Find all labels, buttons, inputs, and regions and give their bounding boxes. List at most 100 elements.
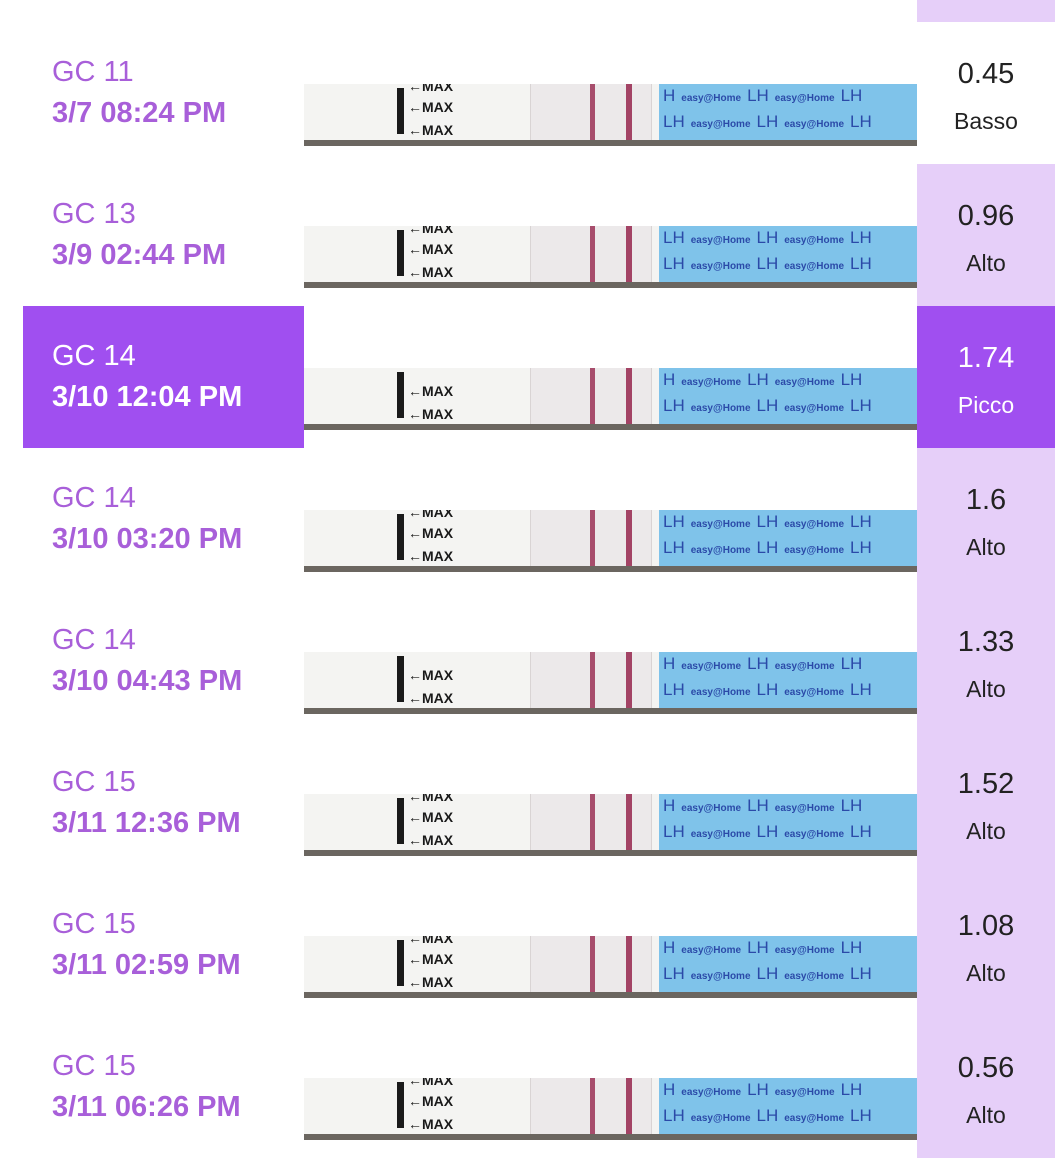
lh-ratio-value: 1.52 — [957, 768, 1015, 800]
strip-lh-mark: LH — [850, 538, 872, 557]
test-row-date-cell[interactable]: GC 14 3/10 03:20 PM — [23, 448, 304, 590]
strip-brand-logo: easy@Home — [690, 261, 751, 272]
strip-max-mark: ←MAX — [408, 809, 454, 825]
strip-lh-mark: LH — [747, 796, 769, 815]
lh-level-label: Picco — [957, 392, 1015, 418]
strip-lh-mark: LH — [850, 512, 872, 531]
strip-handle-mark — [397, 88, 404, 134]
test-row-date-cell[interactable]: GC 15 3/11 06:26 PM — [23, 1016, 304, 1158]
strip-brand-logo: easy@Home — [784, 829, 845, 840]
test-result-cell[interactable]: 1.52 Alto — [917, 732, 1055, 874]
strip-brand-logo: easy@Home — [784, 687, 845, 698]
strip-lh-mark: LH — [840, 796, 863, 815]
strip-lh-mark: LH — [840, 1080, 863, 1099]
strip-lh-mark: LH — [747, 938, 769, 957]
strip-lh-mark: LH — [850, 254, 872, 273]
test-result-cell[interactable]: 1.74 Picco — [917, 306, 1055, 448]
test-strip-photo[interactable]: ←MAX ←MAX ←MAX LH easy@Home LH easy@Home LH … — [304, 510, 917, 572]
strip-brand-logo: easy@Home — [784, 261, 845, 272]
strip-max-mark: ←MAX — [408, 667, 454, 683]
strip-brand-row: LH easy@Home LH easy@Home LH — [663, 822, 872, 842]
strip-control-line — [626, 794, 632, 850]
lh-ratio-value: 1.33 — [957, 626, 1015, 658]
strip-brand-logo: easy@Home — [774, 377, 835, 388]
lh-level-label: Alto — [966, 534, 1006, 560]
test-result-cell[interactable]: 1.08 Alto — [917, 874, 1055, 1016]
strip-lh-mark: LH — [756, 964, 779, 983]
test-result-cell[interactable]: 0.56 Alto — [917, 1016, 1055, 1158]
strip-test-line — [590, 368, 595, 424]
strip-control-line — [626, 226, 632, 282]
strip-max-mark: ←MAX — [408, 832, 454, 848]
strip-max-mark: ←MAX — [408, 84, 454, 94]
strip-test-line — [590, 936, 595, 992]
test-datetime-label: 3/10 03:20 PM — [52, 523, 243, 555]
strip-lh-mark: H — [663, 86, 676, 105]
test-result-cell[interactable]: 0.96 Alto — [917, 164, 1055, 306]
strip-max-mark: ←MAX — [408, 794, 454, 804]
strip-test-line — [590, 84, 595, 140]
test-result-cell[interactable]: 0.45 Basso — [917, 22, 1055, 164]
test-row[interactable]: GC 14 3/10 03:20 PM ←MAX ←MAX ←MAX LH eas… — [0, 448, 1055, 590]
strip-brand-logo: easy@Home — [784, 119, 845, 130]
strip-brand-logo: easy@Home — [690, 1113, 751, 1124]
test-datetime-label: 3/11 06:26 PM — [52, 1091, 241, 1123]
lh-level-label: Alto — [966, 960, 1006, 986]
cycle-day-label: GC 14 — [52, 340, 136, 372]
strip-brand-row: LH easy@Home LH easy@Home LH — [663, 396, 872, 416]
lh-ratio-value: 0.45 — [957, 58, 1015, 90]
strip-test-line — [590, 652, 595, 708]
strip-brand-logo: easy@Home — [681, 945, 742, 956]
strip-handle-mark — [397, 230, 404, 276]
strip-brand-logo: easy@Home — [681, 661, 742, 672]
strip-handle-mark — [397, 372, 404, 418]
strip-lh-mark: LH — [756, 254, 779, 273]
test-result-cell[interactable]: 1.33 Alto — [917, 590, 1055, 732]
strip-brand-logo: easy@Home — [774, 803, 835, 814]
strip-max-mark: ←MAX — [408, 406, 454, 422]
test-row-date-cell[interactable]: GC 13 3/9 02:44 PM — [23, 164, 304, 306]
strip-max-mark: ←MAX — [408, 226, 454, 236]
test-row-date-cell[interactable]: GC 15 3/11 02:59 PM — [23, 874, 304, 1016]
strip-test-line — [590, 226, 595, 282]
strip-brand-area: LH easy@Home LH easy@Home LH LH easy@Home LH ea… — [659, 226, 917, 282]
strip-lh-mark: LH — [663, 964, 685, 983]
strip-lh-mark: LH — [663, 112, 685, 131]
strip-brand-row: LH easy@Home LH easy@Home LH — [663, 1106, 872, 1126]
strip-max-mark: ←MAX — [408, 1093, 454, 1109]
strip-brand-row: LH easy@Home LH easy@Home LH — [663, 228, 872, 248]
test-row-date-cell[interactable]: GC 14 3/10 04:43 PM — [23, 590, 304, 732]
strip-lh-mark: LH — [756, 822, 779, 841]
strip-lh-mark: H — [663, 1080, 676, 1099]
test-row-date-cell[interactable]: GC 11 3/7 08:24 PM — [23, 22, 304, 164]
cycle-day-label: GC 14 — [52, 482, 136, 514]
strip-max-mark: ←MAX — [408, 951, 454, 967]
lh-level-label: Alto — [966, 818, 1006, 844]
strip-max-mark: ←MAX — [408, 548, 454, 564]
test-result-cell[interactable]: 1.6 Alto — [917, 448, 1055, 590]
test-row[interactable]: GC 13 3/9 02:44 PM ←MAX ←MAX ←MAX LH easy… — [0, 164, 1055, 306]
test-strip-photo[interactable]: ←MAX ←MAX ←MAX LH easy@Home LH easy@Home LH … — [304, 226, 917, 288]
strip-control-line — [626, 936, 632, 992]
test-row-date-cell[interactable]: GC 15 3/11 12:36 PM — [23, 732, 304, 874]
test-row-date-cell[interactable]: GC 14 3/10 12:04 PM — [23, 306, 304, 448]
